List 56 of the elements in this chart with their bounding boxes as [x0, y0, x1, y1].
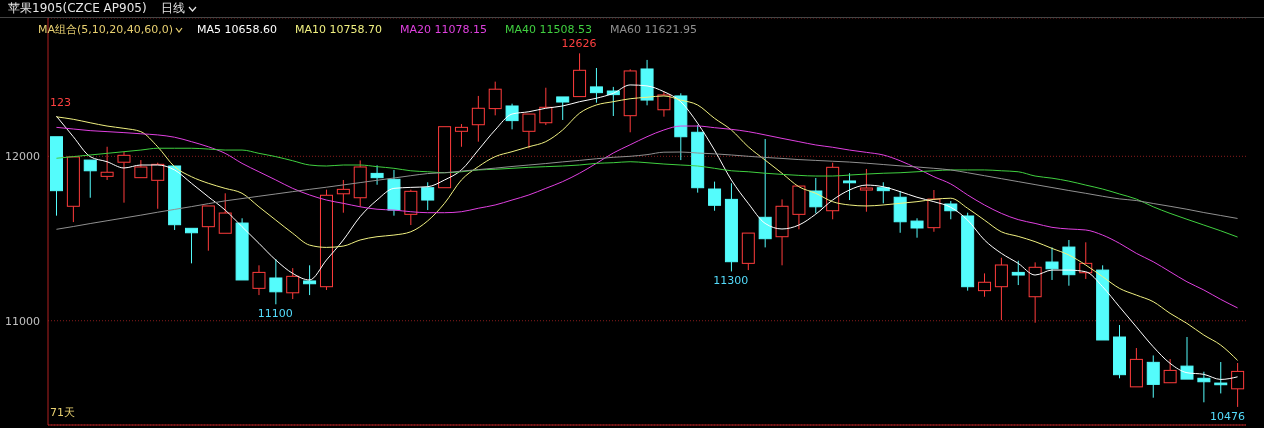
candlestick	[927, 189, 941, 233]
chart-subtitle: 日线	[160, 0, 185, 17]
candlestick	[573, 52, 587, 98]
candlestick	[438, 126, 452, 189]
candlestick	[978, 272, 992, 298]
annotation: 123	[50, 96, 71, 109]
text: MA20 11078.15	[400, 23, 488, 36]
candlestick	[252, 264, 266, 296]
candlestick	[1028, 261, 1042, 324]
candlestick	[100, 146, 114, 181]
candlestick	[657, 91, 671, 118]
candlestick	[1197, 371, 1211, 403]
text: MA10 10758.70	[295, 23, 383, 36]
y-tick-label: 12000	[5, 150, 40, 164]
candlestick	[589, 67, 603, 104]
annotation: 12626	[561, 37, 597, 51]
text: MA40 11508.53	[505, 23, 593, 36]
candlestick	[1231, 362, 1245, 408]
candlestick	[50, 136, 63, 217]
candlestick	[454, 123, 468, 148]
y-tick-label: 11000	[5, 314, 40, 328]
candlestick	[218, 192, 232, 234]
candlestick	[269, 258, 283, 305]
candlestick	[859, 168, 873, 213]
candlestick	[1163, 358, 1177, 384]
annotation: 10476	[1210, 410, 1245, 423]
candlestick	[775, 198, 789, 266]
annotation: 71天	[50, 405, 75, 420]
candlestick	[235, 217, 249, 281]
candlestick	[792, 185, 806, 230]
candlestick	[134, 159, 148, 179]
candlestick	[505, 103, 519, 130]
text: MA5 10658.60	[197, 23, 278, 36]
candlestick	[66, 156, 80, 223]
candlestick	[724, 182, 738, 272]
candlestick	[1146, 354, 1160, 399]
candlestick	[1045, 246, 1059, 281]
candlestick	[83, 159, 97, 199]
candlestick	[471, 95, 485, 143]
candlestick	[387, 169, 401, 217]
candlestick	[370, 164, 384, 186]
candlestick	[1180, 336, 1194, 380]
candlestick	[522, 113, 536, 149]
candlestick	[1129, 347, 1143, 388]
chart-title: 苹果1905(CZCE AP905)	[8, 0, 147, 17]
line-series	[55, 125, 1239, 309]
annotation: 11300	[713, 274, 749, 288]
candlestick	[201, 205, 215, 252]
candlestick	[184, 227, 198, 264]
candlestick	[640, 59, 654, 106]
candlestick	[117, 151, 131, 204]
legend-title: MA组合(5,10,20,40,60,0)	[38, 22, 174, 37]
candlestick	[910, 217, 924, 239]
annotation: 11100	[257, 307, 293, 321]
text: MA60 11621.95	[610, 23, 698, 36]
candlestick	[168, 165, 182, 231]
